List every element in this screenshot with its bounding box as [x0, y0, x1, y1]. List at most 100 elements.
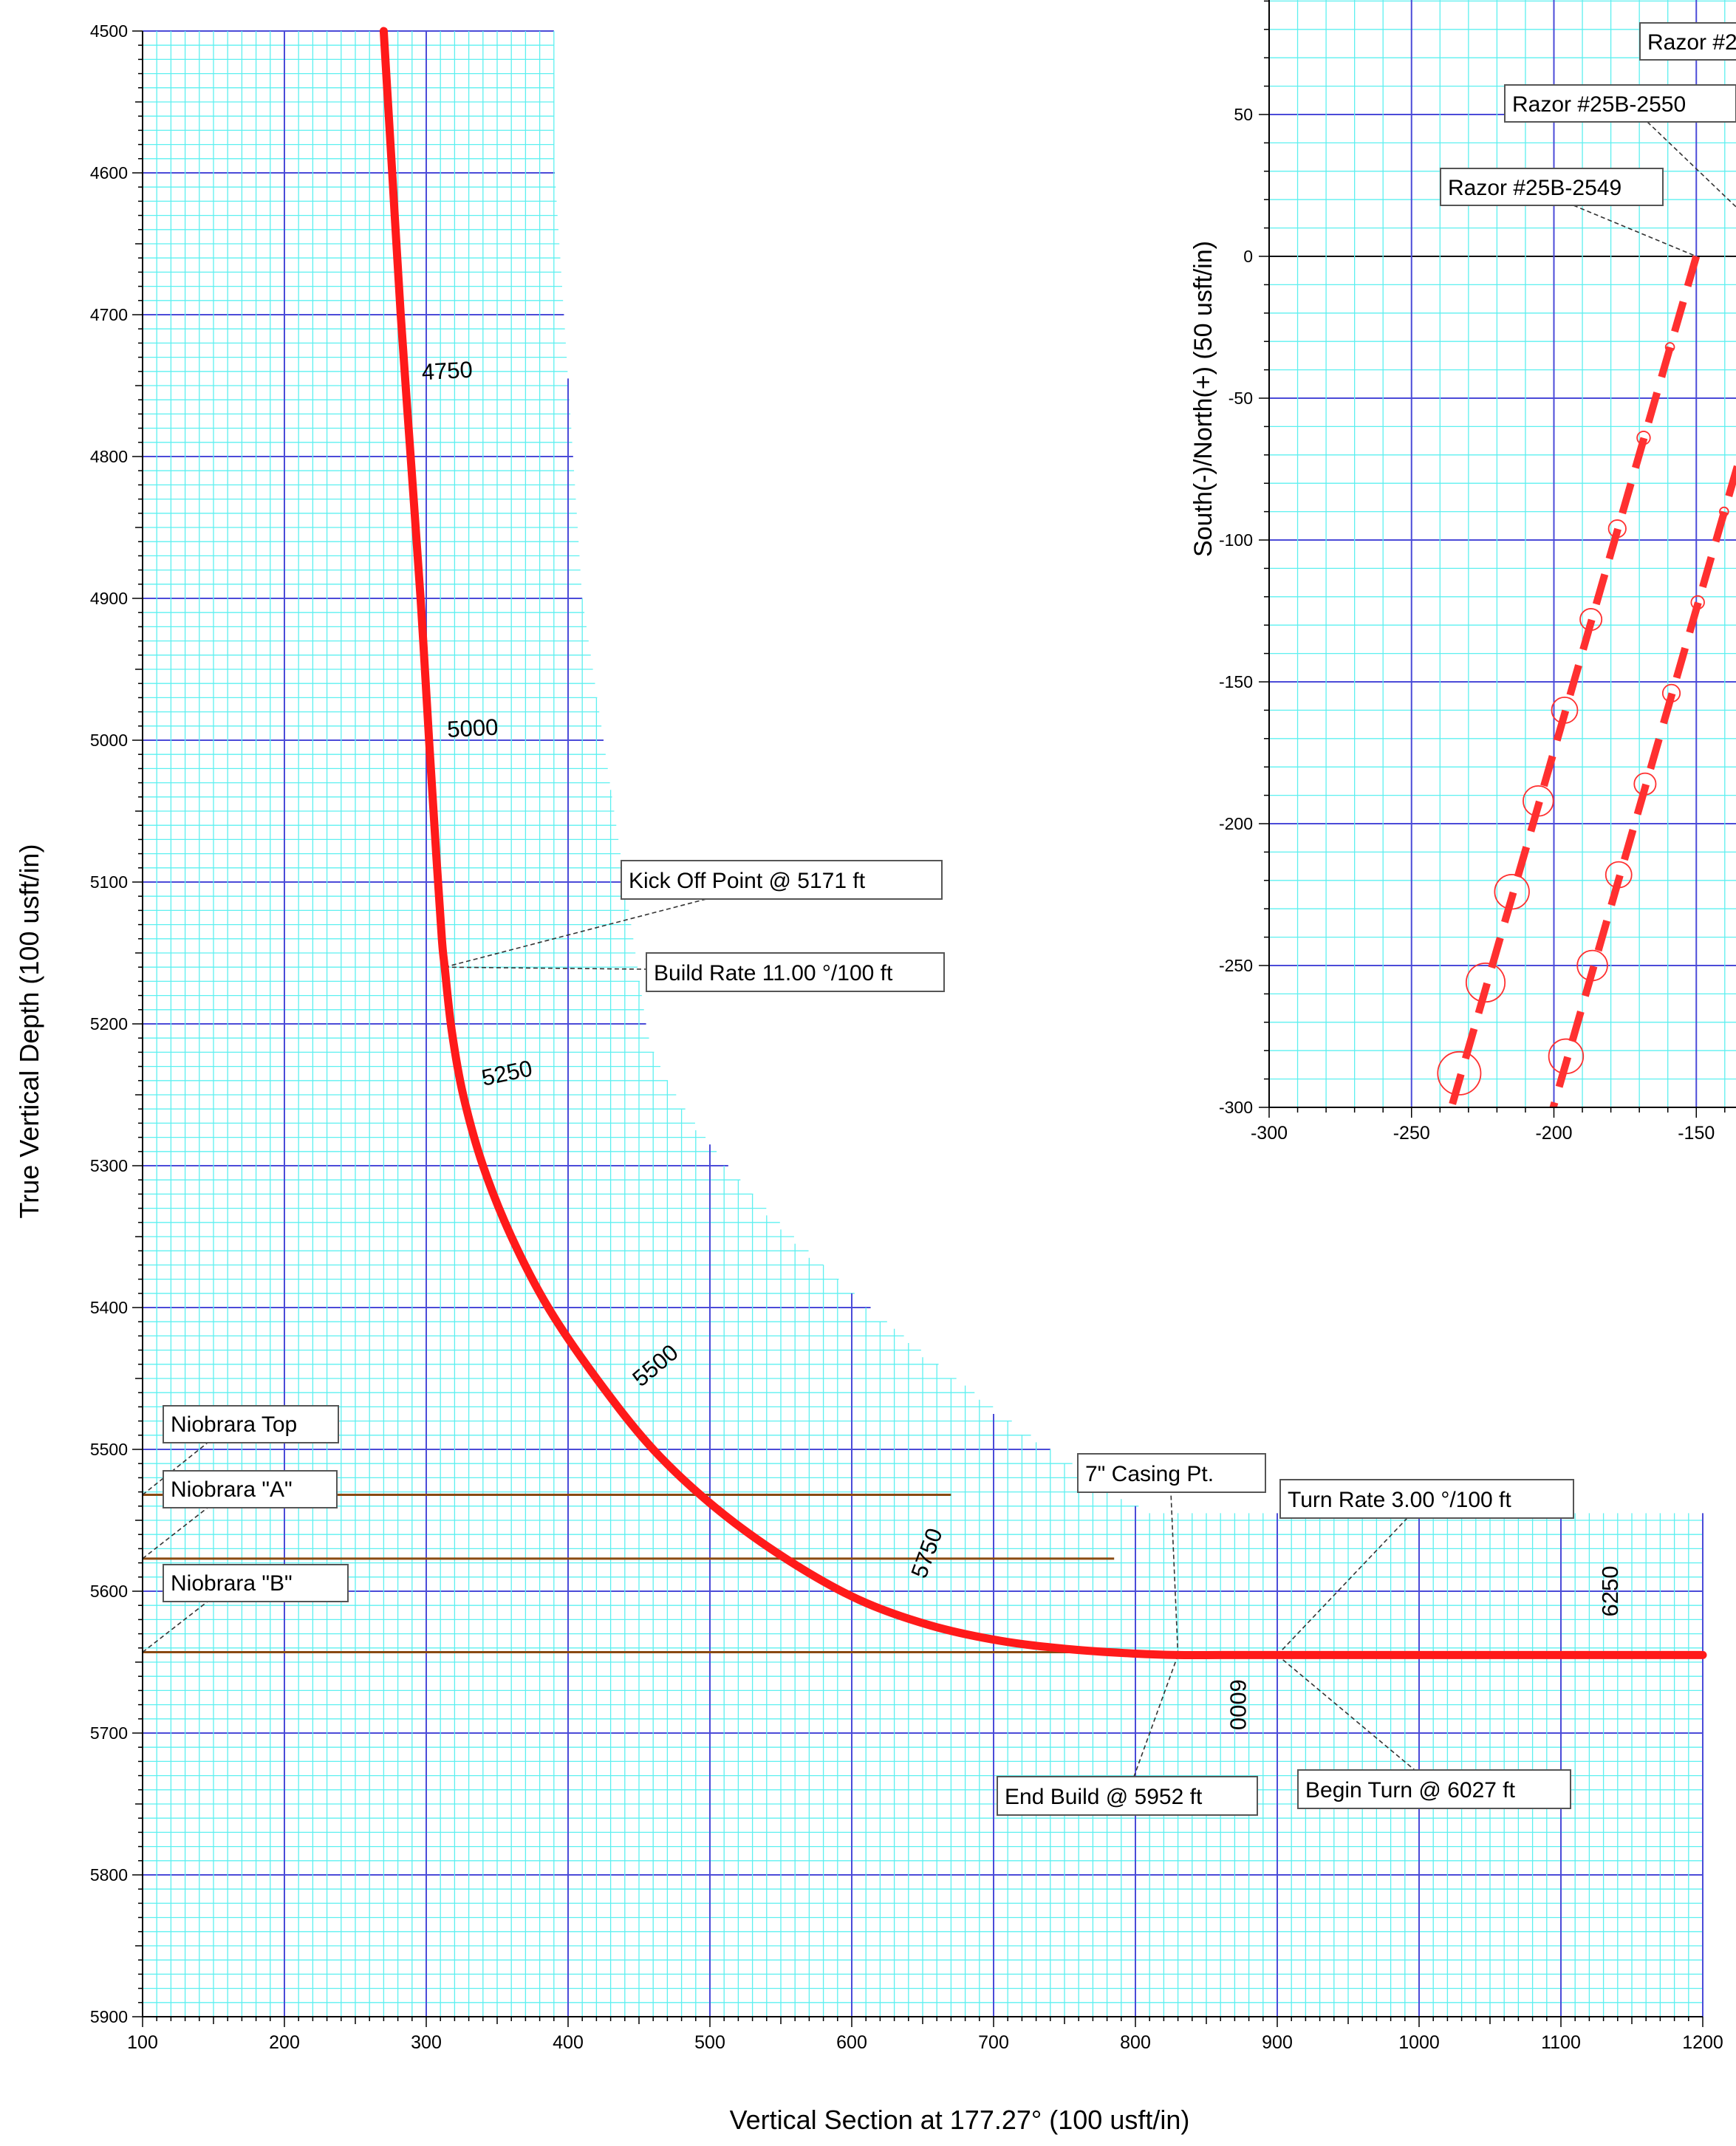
x-tick-label: 1000: [1398, 2032, 1440, 2053]
plan-y-tick-label: -300: [1219, 1098, 1253, 1117]
y-tick-label: 4900: [90, 589, 128, 608]
y-tick-label: 5800: [90, 1865, 128, 1884]
plan-y-tick-label: -250: [1219, 956, 1253, 975]
annotation-leader: [444, 898, 710, 968]
plan-well-label: Razor #25B-2549: [1448, 176, 1621, 200]
uncertainty-ellipse: [1492, 1217, 1535, 1260]
annotation-leader: [1133, 1655, 1179, 1777]
plan-y-axis-title: South(-)/North(+) (50 usft/in): [1189, 241, 1217, 557]
turn-rate-label: Turn Rate 3.00 °/100 ft: [1288, 1488, 1511, 1512]
plan-well-label-box: [1639, 22, 1736, 61]
y-tick-label: 4800: [90, 447, 128, 466]
formation-label-box: [163, 1405, 339, 1443]
kick-off-label: Kick Off Point @ 5171 ft: [629, 869, 866, 893]
well-path-line: [379, 27, 1707, 1660]
turn-rate-label-box: [1279, 1479, 1574, 1519]
plan-y-tick-label: -50: [1228, 389, 1253, 408]
plan-well-label: Razor #2: [1647, 30, 1736, 55]
x-tick-label: 200: [269, 2032, 300, 2053]
uncertainty-ellipse: [1579, 608, 1603, 632]
plan-x-tick-label: -250: [1393, 1123, 1430, 1144]
x-tick-label: 900: [1262, 2032, 1293, 2053]
y-tick-label: 4500: [90, 21, 128, 41]
section-axes: 4500 4600 4700 4800 4900 5000 5100 5200 5300 5400…: [14, 21, 1723, 2135]
md-label: 5500: [627, 1339, 683, 1392]
x-tick-label: 800: [1120, 2032, 1151, 2053]
build-rate-label-box: [646, 952, 945, 992]
y-tick-label: 5100: [90, 872, 128, 892]
well-path-section: [379, 27, 1707, 1660]
uncertainty-ellipse: [1463, 1305, 1511, 1353]
uncertainty-ellipse: [1633, 772, 1657, 796]
annotation-leaders: [142, 121, 1736, 1777]
uncertainty-ellipse: [1664, 342, 1675, 352]
annotation-leader: [142, 1442, 208, 1496]
plan-well-label: Razor #25B-2550: [1512, 92, 1686, 117]
y-tick-label: 5000: [90, 731, 128, 750]
casing-point-label-box: [1077, 1453, 1266, 1493]
plan-x-tick-label: -150: [1678, 1123, 1715, 1144]
formation-label-box: [163, 1564, 349, 1602]
begin-turn-label-box: [1297, 1769, 1571, 1809]
uncertainty-ellipse: [1661, 683, 1681, 703]
plan-y-tick-label: -100: [1219, 530, 1253, 550]
x-tick-label: 300: [411, 2032, 442, 2053]
plan-x-tick-label: -200: [1535, 1123, 1572, 1144]
annotation-leader: [444, 966, 647, 970]
y-tick-label: 5300: [90, 1156, 128, 1175]
plan-well-label-box: [1440, 168, 1664, 206]
formation-label: Niobrara "A": [171, 1477, 293, 1502]
kick-off-label-box: [621, 860, 943, 900]
uncertainty-ellipse: [1605, 861, 1633, 889]
x-tick-label: 700: [978, 2032, 1009, 2053]
plan-y-tick-label: -150: [1219, 672, 1253, 691]
plan-y-tick-label: 50: [1234, 105, 1253, 124]
uncertainty-ellipse: [1690, 595, 1705, 610]
y-tick-label: 5700: [90, 1723, 128, 1743]
plan-well-label-box: [1504, 84, 1736, 123]
end-build-label: End Build @ 5952 ft: [1005, 1785, 1203, 1809]
x-tick-label: 1100: [1541, 2032, 1581, 2053]
uncertainty-ellipse: [1636, 431, 1651, 445]
formation-label: Niobrara "B": [171, 1571, 293, 1596]
uncertainty-ellipse: [1437, 1050, 1482, 1096]
plan-y-tick-label: -200: [1219, 814, 1253, 833]
y-tick-label: 4700: [90, 305, 128, 324]
x-tick-label: 100: [127, 2032, 158, 2053]
uncertainty-ellipse: [1576, 949, 1608, 982]
annotation-leader: [1170, 1491, 1179, 1655]
well-path-plan: [1409, 255, 1736, 1353]
uncertainty-ellipse: [1548, 1038, 1585, 1075]
y-axis-title: True Vertical Depth (100 usft/in): [14, 844, 44, 1219]
formation-label: Niobrara Top: [171, 1412, 297, 1437]
uncertainty-ellipse: [1409, 1141, 1457, 1188]
plan-x-tick-label: -300: [1251, 1123, 1288, 1144]
md-label: 5000: [446, 714, 499, 742]
uncertainty-ellipse: [1494, 873, 1530, 910]
annotation-leader: [142, 1507, 208, 1559]
plan-well-path: [1447, 255, 1701, 1108]
y-tick-label: 4600: [90, 163, 128, 182]
md-label: 5250: [479, 1055, 535, 1091]
uncertainty-ellipse: [1465, 962, 1506, 1003]
x-axis-title: Vertical Section at 177.27° (100 usft/in…: [730, 2105, 1190, 2135]
begin-turn-label: Begin Turn @ 6027 ft: [1305, 1778, 1516, 1802]
x-tick-label: 400: [553, 2032, 584, 2053]
uncertainty-ellipse: [1551, 697, 1579, 724]
md-label: 6000: [1226, 1679, 1251, 1730]
formation-label-box: [163, 1470, 338, 1508]
y-tick-label: 5400: [90, 1298, 128, 1317]
y-tick-label: 5500: [90, 1440, 128, 1459]
annotation-leader: [142, 1601, 208, 1653]
annotation-leader: [1573, 205, 1697, 257]
y-tick-label: 5200: [90, 1014, 128, 1033]
y-tick-label: 5900: [90, 2007, 128, 2026]
casing-point-label: 7" Casing Pt.: [1085, 1462, 1214, 1486]
plan-well-path: [1549, 457, 1736, 1108]
end-build-label-box: [997, 1776, 1258, 1816]
build-rate-label: Build Rate 11.00 °/100 ft: [654, 961, 893, 985]
uncertainty-ellipse: [1719, 506, 1729, 517]
uncertainty-ellipse: [1523, 785, 1554, 817]
annotation-leader: [1647, 121, 1736, 208]
